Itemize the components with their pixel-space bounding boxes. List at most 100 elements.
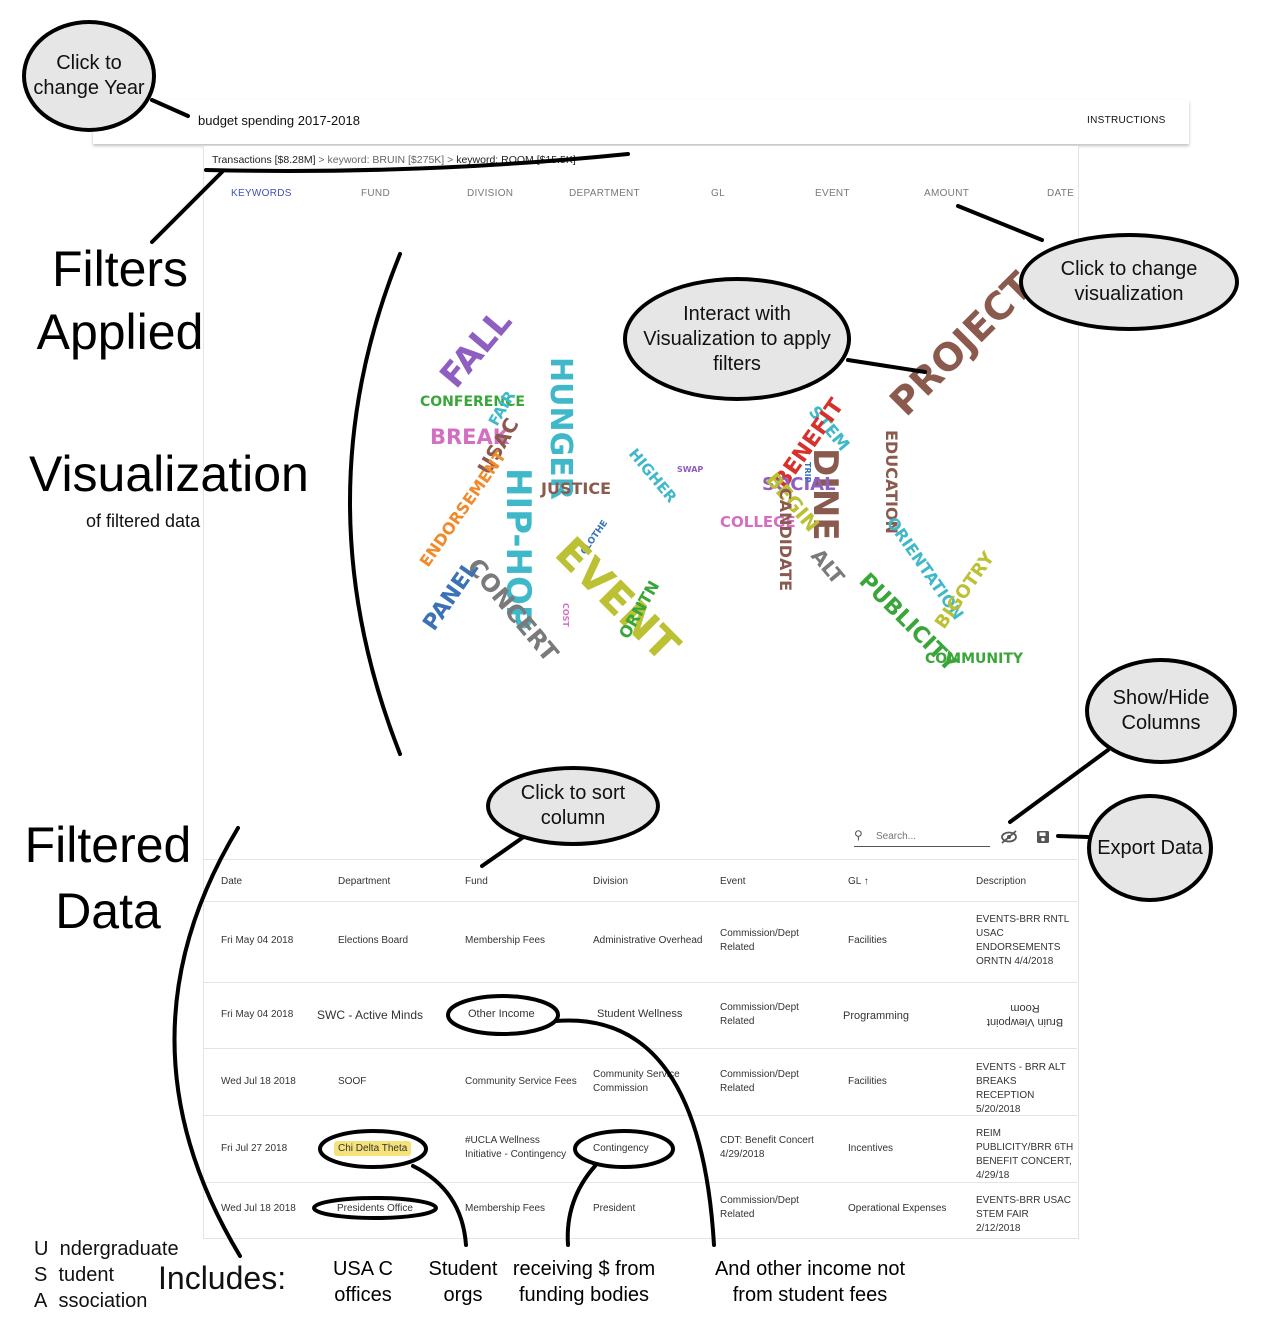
divider	[204, 982, 1077, 983]
breadcrumb-item-transactions[interactable]: Transactions [$8.28M]	[212, 154, 316, 166]
cell-gl: Incentives	[848, 1143, 894, 1154]
cell-date: Wed Jul 18 2018	[221, 1076, 296, 1087]
cell-division: Contingency	[593, 1143, 649, 1154]
eye-off-icon[interactable]	[1000, 829, 1018, 845]
acronym-word-undergraduate: ndergraduate	[59, 1238, 179, 1260]
tab-fund[interactable]: FUND	[361, 188, 390, 199]
annotation-change-visualization: Click to change visualization	[1019, 233, 1239, 331]
word-swap[interactable]: SWAP	[677, 465, 703, 474]
tab-keywords[interactable]: KEYWORDS	[231, 188, 292, 199]
cell-fund: #UCLA Wellness Initiative - Contingency	[465, 1135, 567, 1160]
cell-fund: Community Service Fees	[465, 1076, 577, 1087]
cell-description: REIM PUBLICITY/BRR 6TH BENEFIT CONCERT, …	[976, 1128, 1074, 1181]
cell-gl: Facilities	[848, 1076, 887, 1087]
acronym-letter-u: U	[34, 1238, 49, 1260]
column-header-date[interactable]: Date	[221, 876, 243, 887]
cell-division: Administrative Overhead	[593, 935, 703, 946]
cell-fund: Membership Fees	[465, 1203, 546, 1214]
breadcrumb-separator: >	[318, 154, 325, 166]
cell-department: SOOF	[338, 1076, 367, 1087]
cell-department: Elections Board	[338, 935, 409, 946]
instructions-button[interactable]: INSTRUCTIONS	[1087, 115, 1166, 126]
acronym-letter-s: S	[34, 1264, 48, 1286]
search-box[interactable]: ⚲	[854, 828, 990, 847]
column-header-description[interactable]: Description	[976, 876, 1027, 887]
cell-description: EVENTS - BRR ALT BREAKS RECEPTION 5/20/2…	[976, 1062, 1066, 1115]
acronym-letter-a: A	[34, 1290, 48, 1312]
word-dine[interactable]: DINE	[805, 448, 845, 541]
annotation-student-orgs: Student orgs	[428, 1258, 498, 1306]
cell-date: Fri May 04 2018	[221, 935, 294, 946]
cell-department: SWC - Active Minds	[317, 1008, 424, 1022]
divider	[204, 859, 1077, 860]
annotation-change-year: Click to change Year	[22, 20, 156, 132]
tab-event[interactable]: EVENT	[815, 188, 850, 199]
word-social[interactable]: SOCIAL	[762, 474, 836, 495]
year-title[interactable]: budget spending 2017-2018	[198, 113, 360, 128]
cell-event: Commission/Dept Related	[720, 1002, 799, 1027]
annotation-usac-offices: USA C offices	[332, 1258, 394, 1306]
cell-gl: Operational Expenses	[848, 1203, 947, 1214]
cell-gl: Facilities	[848, 935, 887, 946]
highlighted-department: Chi Delta Theta	[334, 1141, 412, 1156]
cell-department: Chi Delta Theta	[334, 1141, 412, 1156]
word-justice[interactable]: JUSTICE	[540, 479, 611, 498]
divider	[204, 1182, 1077, 1183]
cell-fund: Other Income	[468, 1008, 535, 1020]
breadcrumb-separator: >	[447, 154, 454, 166]
word-break[interactable]: BREAK	[430, 425, 510, 449]
cell-event: Commission/Dept Related	[720, 1069, 799, 1094]
tab-division[interactable]: DIVISION	[467, 188, 514, 199]
cell-gl: Programming	[843, 1010, 910, 1022]
word-candidate[interactable]: CANDIDATE	[776, 488, 795, 591]
word-community[interactable]: COMMUNITY	[925, 651, 1024, 667]
column-header-gl-label: GL	[848, 876, 861, 887]
annotation-other-income: And other income not from student fees	[714, 1258, 906, 1306]
search-input[interactable]	[874, 830, 988, 843]
app-bar	[93, 100, 1189, 144]
word-education[interactable]: EDUCATION	[882, 430, 901, 534]
breadcrumb-item-bruin[interactable]: keyword: BRUIN [$275K]	[327, 154, 445, 166]
tab-amount[interactable]: AMOUNT	[924, 188, 970, 199]
word-trip[interactable]: TRIP	[803, 462, 812, 483]
cell-fund: Membership Fees	[465, 935, 546, 946]
cell-division: President	[593, 1203, 636, 1214]
word-hunger[interactable]: HUNGER	[543, 357, 578, 500]
acronym-word-association: ssociation	[58, 1290, 148, 1312]
annotation-visualization-sub: of filtered data	[86, 511, 201, 531]
cell-date: Wed Jul 18 2018	[221, 1203, 296, 1214]
column-header-fund[interactable]: Fund	[465, 876, 488, 887]
cell-event: Commission/Dept Related	[720, 928, 799, 953]
annotation-filters-applied: Filters Applied	[36, 241, 204, 360]
word-conference[interactable]: CONFERENCE	[420, 394, 525, 410]
word-cost[interactable]: COST	[561, 603, 570, 627]
annotation-show-hide-columns: Show/Hide Columns	[1085, 658, 1237, 764]
sort-arrow-icon: ↑	[863, 876, 869, 887]
annotation-interact-visualization: Interact with Visualization to apply fil…	[623, 277, 851, 401]
divider	[204, 901, 1077, 902]
cell-department: Presidents Office	[337, 1203, 413, 1214]
annotation-sort-column: Click to sort column	[486, 766, 660, 846]
search-icon: ⚲	[854, 828, 863, 842]
cell-event: CDT: Benefit Concert 4/29/2018	[720, 1135, 814, 1160]
annotation-filtered-data: Filtered Data	[24, 817, 192, 939]
annotation-includes: Includes:	[158, 1260, 287, 1296]
column-header-division[interactable]: Division	[593, 876, 629, 887]
word-college[interactable]: COLLEGE	[720, 513, 796, 531]
word-hip-hop[interactable]: HIP-HOP	[498, 468, 538, 630]
tab-date[interactable]: DATE	[1047, 188, 1075, 199]
tab-gl[interactable]: GL	[711, 188, 725, 199]
cell-division: Student Wellness	[597, 1008, 683, 1020]
cell-date: Fri May 04 2018	[221, 1009, 294, 1020]
annotation-visualization: Visualization	[29, 446, 309, 502]
column-header-gl[interactable]: GL ↑	[848, 876, 869, 887]
annotation-receiving-funds: receiving $ from funding bodies	[512, 1258, 656, 1306]
column-header-event[interactable]: Event	[720, 876, 746, 887]
tab-department[interactable]: DEPARTMENT	[569, 188, 640, 199]
column-header-department[interactable]: Department	[338, 876, 391, 887]
save-icon[interactable]	[1036, 830, 1050, 844]
cell-division: Community Service Commission	[593, 1069, 680, 1094]
annotation-usa-acronym: U ndergraduate S tudent A ssociation	[34, 1236, 179, 1314]
